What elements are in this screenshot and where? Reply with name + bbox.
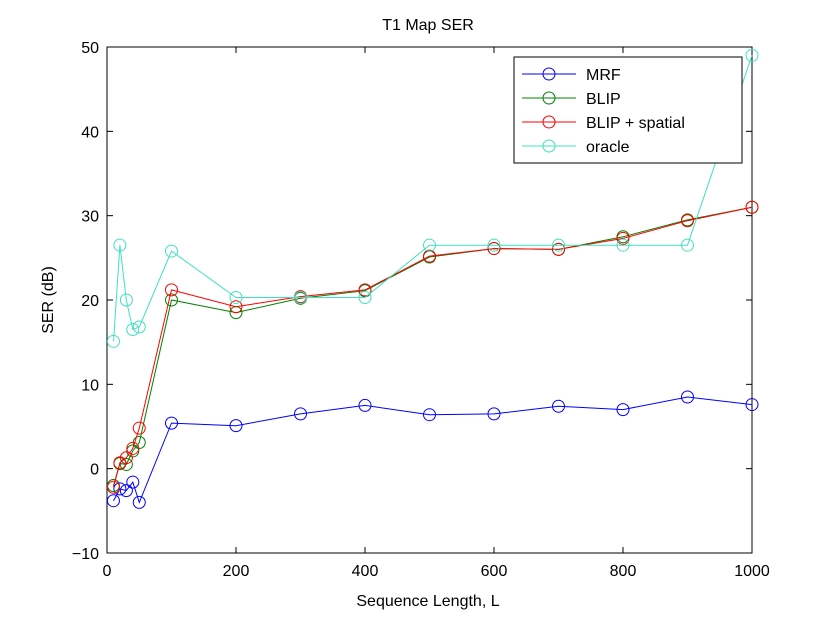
x-tick-label: 600 xyxy=(481,563,508,580)
y-tick-label: 30 xyxy=(81,209,99,226)
data-point xyxy=(358,290,372,304)
data-point xyxy=(745,48,759,62)
x-axis-label: Sequence Length, L xyxy=(356,593,499,610)
data-point xyxy=(294,407,307,421)
data-point xyxy=(487,407,501,421)
series-line xyxy=(113,396,753,504)
series-line xyxy=(113,206,753,486)
x-tick-label: 200 xyxy=(223,563,250,580)
data-point xyxy=(358,283,372,297)
legend-label: BLIP + spatial xyxy=(586,115,685,132)
y-tick-label: 20 xyxy=(81,293,99,310)
data-point xyxy=(106,494,120,508)
data-point xyxy=(487,242,501,256)
legend-entry: oracle xyxy=(522,139,630,156)
data-point xyxy=(165,416,178,430)
legend-marker xyxy=(542,67,556,81)
data-point xyxy=(165,293,178,307)
y-tick-label: 50 xyxy=(81,40,99,57)
data-point xyxy=(106,480,120,494)
data-point xyxy=(126,441,140,455)
data-point xyxy=(229,300,243,314)
series-oracle xyxy=(106,48,759,348)
data-point xyxy=(119,293,133,307)
data-point xyxy=(745,200,759,214)
data-point xyxy=(229,290,243,304)
legend-entry: BLIP + spatial xyxy=(522,115,685,132)
data-point xyxy=(552,242,565,256)
data-point xyxy=(119,484,133,498)
legend-label: MRF xyxy=(586,67,621,84)
legend-marker xyxy=(542,91,556,105)
data-point xyxy=(132,421,146,435)
series-blip-spatial xyxy=(106,200,759,494)
data-point xyxy=(423,238,436,252)
y-tick-label: 0 xyxy=(90,462,99,479)
data-point xyxy=(487,238,501,252)
x-tick-label: 1000 xyxy=(734,563,770,580)
legend-entry: BLIP xyxy=(522,91,621,108)
data-point xyxy=(132,320,146,334)
data-point xyxy=(113,456,127,470)
data-point xyxy=(745,398,759,412)
series-line xyxy=(113,206,753,488)
data-point xyxy=(681,214,694,228)
data-point xyxy=(113,482,127,496)
data-point xyxy=(681,390,694,404)
data-point xyxy=(616,238,630,252)
x-tick-label: 0 xyxy=(103,563,112,580)
legend-marker xyxy=(542,139,556,153)
y-tick-label: −10 xyxy=(72,546,99,563)
legend-label: oracle xyxy=(586,139,630,156)
chart-title: T1 Map SER xyxy=(382,17,474,34)
data-point xyxy=(126,475,140,489)
data-point xyxy=(165,244,178,258)
data-point xyxy=(616,403,630,417)
series-mrf xyxy=(106,390,759,509)
x-tick-label: 400 xyxy=(352,563,379,580)
data-point xyxy=(119,457,133,471)
y-tick-label: 10 xyxy=(81,377,99,394)
data-point xyxy=(294,290,307,304)
y-tick-label: 40 xyxy=(81,124,99,141)
data-point xyxy=(552,238,565,252)
data-point xyxy=(616,231,630,245)
data-point xyxy=(132,495,146,509)
legend: MRF BLIP BLIP + spatial oracle xyxy=(513,56,743,164)
series-layer xyxy=(106,48,759,509)
data-point xyxy=(126,323,140,337)
data-point xyxy=(423,249,436,263)
legend-box xyxy=(513,56,743,164)
data-point xyxy=(681,238,694,252)
data-point xyxy=(106,334,120,348)
legend-label: BLIP xyxy=(586,91,621,108)
series-line xyxy=(113,55,753,342)
data-point xyxy=(358,398,372,412)
x-tick-label: 800 xyxy=(610,563,637,580)
legend-marker xyxy=(542,115,556,129)
legend-entry: MRF xyxy=(522,67,621,84)
y-axis-label: SER (dB) xyxy=(40,266,57,334)
data-point xyxy=(552,399,565,413)
data-point xyxy=(113,238,127,252)
data-point xyxy=(229,419,243,433)
data-point xyxy=(119,451,133,465)
data-point xyxy=(423,408,436,422)
data-point xyxy=(165,283,178,297)
